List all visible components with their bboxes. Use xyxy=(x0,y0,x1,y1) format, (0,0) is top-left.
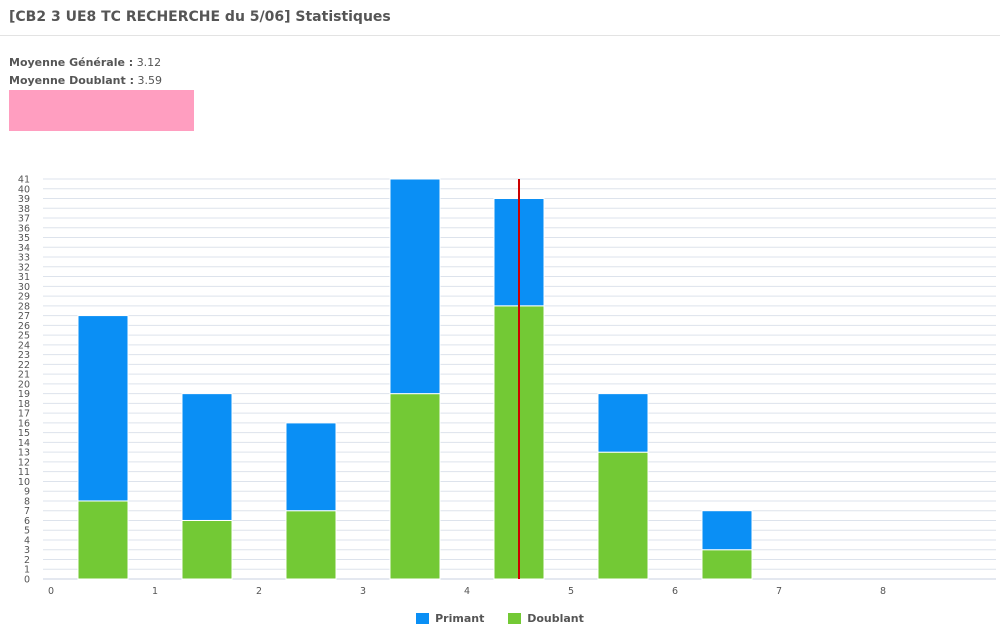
y-tick-label: 0 xyxy=(24,575,30,586)
bar-primant-3[interactable] xyxy=(389,178,441,395)
y-tick-label: 19 xyxy=(18,389,30,400)
x-tick-label: 8 xyxy=(880,586,886,597)
legend-swatch-doublant xyxy=(508,613,522,624)
general-average-label: Moyenne Générale : xyxy=(9,56,134,69)
general-average-value: 3.12 xyxy=(136,56,162,69)
y-tick-label: 6 xyxy=(24,516,30,527)
bar-doublant-3[interactable] xyxy=(389,393,441,580)
y-tick-label: 5 xyxy=(24,526,30,537)
y-tick-label: 4 xyxy=(24,535,30,546)
y-tick-label: 23 xyxy=(18,350,30,361)
x-tick-label: 3 xyxy=(360,586,366,597)
y-tick-label: 26 xyxy=(18,321,30,332)
bar-primant-1[interactable] xyxy=(181,393,233,521)
y-tick-label: 10 xyxy=(18,477,30,488)
y-tick-label: 9 xyxy=(24,487,30,498)
stacked-bar-chart: 0123456789101112131415161718192021222324… xyxy=(18,175,996,597)
bar-primant-5[interactable] xyxy=(597,393,649,453)
y-tick-label: 22 xyxy=(18,360,30,371)
y-tick-label: 39 xyxy=(18,194,30,205)
x-tick-label: 5 xyxy=(568,586,574,597)
legend-item-primant[interactable]: Primant xyxy=(416,612,484,625)
general-average: Moyenne Générale : 3.12 xyxy=(9,56,162,74)
y-tick-label: 13 xyxy=(18,448,30,459)
y-tick-label: 31 xyxy=(18,272,30,283)
bar-doublant-2[interactable] xyxy=(285,510,337,580)
y-tick-label: 2 xyxy=(24,555,30,566)
y-tick-label: 8 xyxy=(24,496,30,507)
y-tick-label: 32 xyxy=(18,262,30,273)
y-tick-label: 7 xyxy=(24,506,30,517)
y-tick-label: 20 xyxy=(18,379,30,390)
y-tick-label: 21 xyxy=(18,370,30,381)
bar-doublant-5[interactable] xyxy=(597,451,649,580)
legend-label-primant: Primant xyxy=(435,612,485,625)
page-header: [CB2 3 UE8 TC RECHERCHE du 5/06] Statist… xyxy=(0,0,1000,36)
y-tick-label: 1 xyxy=(24,565,30,576)
x-tick-label: 2 xyxy=(256,586,262,597)
x-tick-label: 4 xyxy=(464,586,470,597)
y-tick-label: 17 xyxy=(18,409,30,420)
y-tick-label: 3 xyxy=(24,545,30,556)
y-tick-label: 15 xyxy=(18,428,30,439)
y-tick-label: 12 xyxy=(18,457,30,468)
x-tick-label: 0 xyxy=(48,586,54,597)
y-tick-label: 11 xyxy=(18,467,30,478)
bar-doublant-0[interactable] xyxy=(77,500,129,580)
x-tick-label: 6 xyxy=(672,586,678,597)
bar-doublant-6[interactable] xyxy=(701,549,753,580)
y-tick-label: 34 xyxy=(18,243,30,254)
page-title: [CB2 3 UE8 TC RECHERCHE du 5/06] Statist… xyxy=(9,9,391,25)
bar-doublant-1[interactable] xyxy=(181,519,233,580)
y-tick-label: 27 xyxy=(18,311,30,322)
y-tick-label: 37 xyxy=(18,214,30,225)
highlight-box xyxy=(9,90,194,131)
y-tick-label: 24 xyxy=(18,340,30,351)
y-tick-label: 29 xyxy=(18,292,30,303)
y-tick-label: 14 xyxy=(18,438,30,449)
legend-swatch-primant xyxy=(416,613,430,624)
y-tick-label: 36 xyxy=(18,223,30,234)
legend-item-doublant[interactable]: Doublant xyxy=(508,612,584,625)
y-tick-label: 33 xyxy=(18,253,30,264)
bar-primant-2[interactable] xyxy=(285,422,337,512)
y-tick-label: 28 xyxy=(18,301,30,312)
stats-panel: Moyenne Générale : 3.12 Moyenne Doublant… xyxy=(9,56,162,92)
x-tick-label: 1 xyxy=(152,586,158,597)
bar-primant-6[interactable] xyxy=(701,510,753,551)
y-tick-label: 40 xyxy=(18,184,30,195)
doublant-average-value: 3.59 xyxy=(137,74,163,87)
y-tick-label: 16 xyxy=(18,418,30,429)
y-tick-label: 18 xyxy=(18,399,30,410)
chart-legend: Primant Doublant xyxy=(0,612,1000,627)
x-tick-label: 7 xyxy=(776,586,782,597)
y-tick-label: 25 xyxy=(18,331,30,342)
legend-label-doublant: Doublant xyxy=(527,612,584,625)
doublant-average-label: Moyenne Doublant : xyxy=(9,74,134,87)
bar-primant-0[interactable] xyxy=(77,315,129,502)
y-tick-label: 35 xyxy=(18,233,30,244)
y-tick-label: 41 xyxy=(18,175,30,186)
y-tick-label: 38 xyxy=(18,204,30,215)
y-tick-label: 30 xyxy=(18,282,30,293)
doublant-average: Moyenne Doublant : 3.59 xyxy=(9,74,162,92)
